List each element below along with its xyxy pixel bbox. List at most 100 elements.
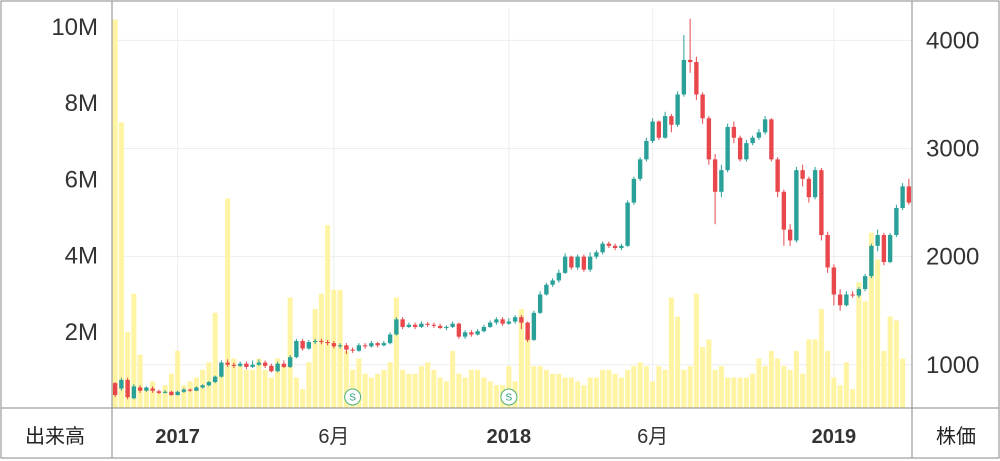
time-tick-label: 2018 xyxy=(487,426,532,448)
volume-bar xyxy=(137,354,143,408)
volume-bar xyxy=(762,366,768,408)
volume-bar xyxy=(156,392,162,408)
candle-down xyxy=(669,116,674,125)
volume-bar xyxy=(743,377,749,408)
volume-bar xyxy=(768,350,774,408)
volume-bar xyxy=(818,308,824,408)
candle-up xyxy=(275,363,280,372)
candle-up xyxy=(619,245,624,248)
volume-bar xyxy=(450,350,456,408)
candle-down xyxy=(269,365,274,372)
candle-up xyxy=(144,387,149,391)
candle-down xyxy=(244,363,249,367)
volume-bar xyxy=(812,339,818,408)
volume-bar xyxy=(700,347,706,408)
candle-up xyxy=(875,235,880,246)
volume-tick-label: 2M xyxy=(65,319,98,346)
volume-bar xyxy=(793,350,799,408)
candle-up xyxy=(287,357,293,367)
candle-down xyxy=(456,323,462,337)
candle-up xyxy=(625,202,630,246)
candle-down xyxy=(700,94,705,119)
candle-down xyxy=(231,364,237,366)
volume-bar xyxy=(618,377,624,408)
time-tick-label: 2019 xyxy=(812,426,857,448)
volume-bar xyxy=(162,385,168,408)
candle-up xyxy=(644,140,649,160)
candle-up xyxy=(162,391,168,393)
volume-tick-label: 10M xyxy=(51,14,98,41)
volume-bar xyxy=(306,362,312,408)
volume-bar xyxy=(593,377,599,408)
volume-bar xyxy=(237,366,243,408)
volume-bar xyxy=(725,377,731,408)
candle-up xyxy=(600,243,605,253)
candle-up xyxy=(119,379,124,389)
volume-bar xyxy=(581,385,587,408)
candle-up xyxy=(512,317,518,322)
volume-bar xyxy=(481,377,487,408)
candle-up xyxy=(575,256,580,268)
volume-bar xyxy=(362,373,368,408)
volume-bar xyxy=(250,369,256,408)
volume-tick-label: 6M xyxy=(65,166,98,193)
volume-bar xyxy=(506,366,512,408)
split-marker: S xyxy=(500,388,518,406)
volume-bar xyxy=(687,366,693,408)
candle-down xyxy=(825,235,830,268)
volume-bar xyxy=(531,366,537,408)
volume-bar xyxy=(656,366,662,408)
volume-bar xyxy=(312,308,318,408)
candle-down xyxy=(769,119,774,160)
volume-bar xyxy=(243,369,249,408)
candle-up xyxy=(756,132,762,138)
volume-bar xyxy=(300,388,306,408)
volume-bar xyxy=(568,377,574,408)
volume-bar xyxy=(443,381,449,408)
candle-down xyxy=(712,159,718,192)
candle-up xyxy=(406,324,412,327)
candle-up xyxy=(587,256,593,270)
volume-bar xyxy=(175,350,181,408)
candle-down xyxy=(225,362,230,365)
candle-down xyxy=(525,322,530,340)
volume-bar xyxy=(887,316,893,408)
candle-up xyxy=(594,252,599,257)
volume-bar xyxy=(543,369,549,408)
volume-bar xyxy=(550,373,556,408)
candle-up xyxy=(531,312,537,340)
volume-bar xyxy=(525,331,531,408)
volume-bar xyxy=(787,369,793,408)
volume-bar xyxy=(606,369,612,408)
candle-down xyxy=(362,345,368,347)
candle-down xyxy=(156,391,162,393)
candle-down xyxy=(906,186,912,203)
candle-down xyxy=(112,383,118,396)
candle-up xyxy=(681,59,687,95)
volume-bars xyxy=(112,19,906,409)
volume-bar xyxy=(431,369,437,408)
candle-up xyxy=(812,170,818,198)
split-marker-circle xyxy=(344,388,362,406)
candle-down xyxy=(831,267,837,295)
candle-down xyxy=(400,319,405,327)
volume-bar xyxy=(668,297,674,408)
price-tick-label: 1000 xyxy=(926,352,979,379)
candle-down xyxy=(519,317,524,323)
volume-bar xyxy=(662,369,668,408)
volume-bar xyxy=(631,366,637,408)
candle-up xyxy=(256,362,262,365)
volume-bar xyxy=(612,373,618,408)
candle-down xyxy=(881,235,887,263)
volume-bar xyxy=(587,377,593,408)
candle-up xyxy=(306,342,312,349)
price-axis-title: 株価 xyxy=(936,424,976,448)
volume-bar xyxy=(118,122,124,409)
candle-up xyxy=(675,94,680,125)
candle-up xyxy=(862,276,868,290)
candle-up xyxy=(381,343,387,346)
volume-bar xyxy=(831,377,837,408)
price-tick-label: 3000 xyxy=(926,136,979,163)
